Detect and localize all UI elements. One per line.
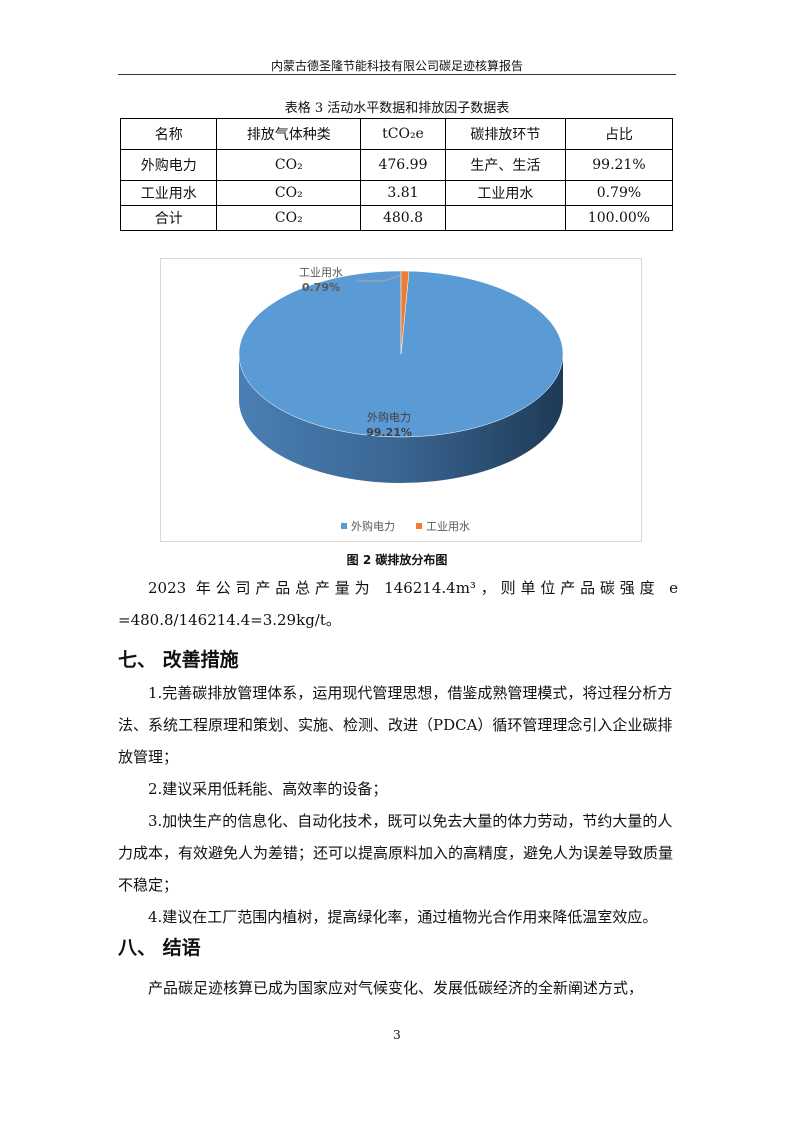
list-item: 2.建议采用低耗能、高效率的设备；	[148, 780, 388, 798]
cell: 外购电力	[119, 149, 218, 181]
header-cell: 占比	[564, 118, 674, 150]
data-label-value: 0.79%	[302, 281, 340, 294]
leader-line	[357, 274, 403, 282]
page-number: 3	[393, 1028, 401, 1042]
cell	[444, 205, 566, 231]
cell: 100.00%	[564, 205, 674, 231]
table-header-row: 名称 排放气体种类 tCO₂e 碳排放环节 占比	[119, 118, 674, 150]
pie-slice-1	[400, 270, 410, 355]
list-item: 4.建议在工厂范围内植树，提高绿化率，通过植物光合作用来降低温室效应。	[148, 908, 658, 926]
cell: 生产、生活	[444, 149, 566, 181]
table-row: 外购电力 CO₂ 476.99 生产、生活 99.21%	[119, 149, 674, 181]
table-row: 合计 CO₂ 480.8 100.00%	[119, 205, 674, 231]
data-label-category: 工业用水	[299, 266, 343, 279]
cell: CO₂	[216, 205, 362, 231]
header-divider	[118, 74, 676, 75]
data-label-value: 99.21%	[366, 426, 412, 439]
data-label-category: 外购电力	[367, 410, 411, 424]
header-cell: tCO₂e	[360, 118, 446, 150]
paragraph: 产品碳足迹核算已成为国家应对气候变化、发展低碳经济的全新阐述方式，	[148, 979, 644, 997]
header-cell: 名称	[119, 118, 218, 150]
pie-chart: 工业用水 0.79% 外购电力 99.21% 外购电力 工业用水	[160, 258, 642, 542]
header-cell: 排放气体种类	[216, 118, 362, 150]
cell: 99.21%	[564, 149, 674, 181]
page-header: 内蒙古德圣隆节能科技有限公司碳足迹核算报告	[270, 59, 523, 73]
table-row: 工业用水 CO₂ 3.81 工业用水 0.79%	[119, 180, 674, 206]
list-item: 3.加快生产的信息化、自动化技术，既可以免去大量的体力劳动，节约大量的人力成本，…	[118, 812, 674, 894]
cell: CO₂	[216, 149, 362, 181]
cell: 工业用水	[444, 180, 566, 206]
list-item: 1.完善碳排放管理体系，运用现代管理思想，借鉴成熟管理模式，将过程分析方法、系统…	[118, 684, 673, 766]
cell: 3.81	[360, 180, 446, 206]
cell: 480.8	[360, 205, 446, 231]
cell: 476.99	[360, 149, 446, 181]
legend-swatch	[341, 523, 347, 529]
header-cell: 碳排放环节	[444, 118, 566, 150]
legend-label: 外购电力	[351, 519, 395, 533]
emission-table: 名称 排放气体种类 tCO₂e 碳排放环节 占比 外购电力 CO₂ 476.99 生产…	[119, 118, 674, 231]
legend-label: 工业用水	[426, 520, 470, 533]
cell: 合计	[119, 205, 218, 231]
section-heading: 八、 结语	[118, 937, 201, 959]
legend-swatch	[416, 523, 422, 529]
table-caption: 表格 3 活动水平数据和排放因子数据表	[284, 101, 510, 116]
paragraph: 2023 年公司产品总产量为 146214.4m³，则单位产品碳强度 e =48…	[118, 579, 678, 629]
cell: 0.79%	[564, 180, 674, 206]
figure-caption: 图 2 碳排放分布图	[346, 553, 448, 567]
cell: 工业用水	[119, 180, 218, 206]
cell: CO₂	[216, 180, 362, 206]
pie-side	[239, 354, 563, 483]
section-heading: 七、 改善措施	[118, 649, 239, 671]
